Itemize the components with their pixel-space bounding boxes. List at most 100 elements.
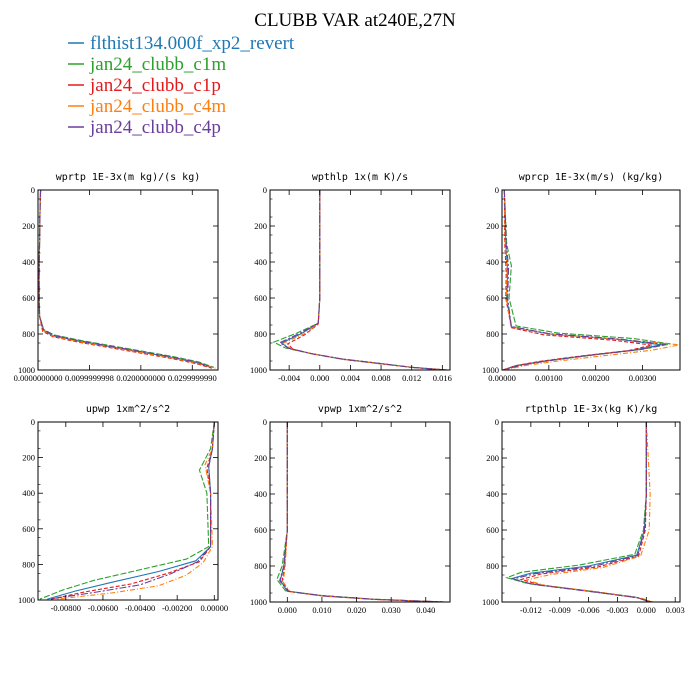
series-line-4: [56, 422, 215, 600]
y-tick-label: 0: [31, 417, 35, 427]
x-tick-label: 0.040: [416, 605, 435, 615]
panel-frame: [37, 189, 219, 371]
y-tick-label: 400: [254, 489, 267, 499]
series-line-4: [281, 190, 447, 370]
series-line-3: [281, 422, 445, 602]
series-line-5: [511, 422, 652, 602]
series-line-1: [38, 190, 214, 368]
panel-frame: [37, 421, 219, 601]
series-line-5: [49, 422, 215, 600]
series-line-5: [279, 422, 444, 602]
series-line-4: [38, 190, 216, 369]
x-tick-label: 0.003: [666, 605, 685, 615]
y-tick-label: 200: [254, 453, 267, 463]
x-tick-label: 0.00200: [582, 373, 610, 383]
y-tick-label: 0: [263, 185, 267, 195]
x-tick-label: -0.003: [606, 605, 628, 615]
panel-4: upwp 1xm^2/s^202004006008001000-0.00800-…: [18, 404, 228, 613]
x-tick-label: 0.00000: [200, 603, 228, 613]
y-tick-label: 600: [486, 293, 499, 303]
panel-6: rtpthlp 1E-3x(kg K)/kg 0 200 400 600 800 1000 -…: [482, 404, 685, 615]
series-line-5: [502, 190, 667, 370]
series-line-3: [286, 190, 448, 370]
y-tick-label: 400: [486, 257, 499, 267]
x-tick-label: -0.00400: [125, 603, 155, 613]
legend-label-1: flthist134.000f_xp2_revert: [90, 33, 295, 54]
legend-label-2: jan24_clubb_c1m: [89, 54, 226, 75]
series-line-4: [525, 422, 654, 602]
y-tick-label: 400: [254, 257, 267, 267]
panels: wprtp 1E-3x(m kg)/(s kg) 0 200 400 600 800 100…: [14, 172, 685, 615]
series-line-3: [38, 190, 212, 369]
x-tick-label: 0.030: [382, 605, 401, 615]
panel-title: wpthlp 1x(m K)/s: [312, 172, 408, 183]
x-tick-label: -0.00200: [162, 603, 192, 613]
y-tick-label: 600: [486, 525, 499, 535]
panel-frame: [501, 421, 681, 603]
x-tick-label: 0.008: [372, 373, 391, 383]
legend-label-5: jan24_clubb_c4p: [89, 117, 221, 138]
y-tick-label: 600: [22, 524, 35, 534]
panel-3: wprcp 1E-3x(m/s) (kg/kg) 0 200 400 600 800 100…: [482, 172, 681, 383]
x-tick-label: 0.016: [433, 373, 452, 383]
series-line-5: [38, 190, 211, 368]
y-tick-label: 1000: [18, 365, 35, 375]
x-tick-label: 0.000: [310, 373, 329, 383]
series-line-2: [272, 190, 445, 370]
y-tick-label: 800: [254, 329, 267, 339]
x-tick-label: -0.012: [520, 605, 542, 615]
panel-frame: [269, 189, 451, 371]
panel-title: vpwp 1xm^2/s^2: [318, 404, 402, 415]
y-tick-label: 800: [486, 561, 499, 571]
x-tick-label: -0.009: [549, 605, 571, 615]
series-line-3: [502, 190, 653, 370]
series-line-2: [38, 190, 215, 368]
series-line-3: [50, 422, 215, 600]
legend-label-4: jan24_clubb_c4m: [89, 96, 226, 117]
y-tick-label: 1000: [250, 597, 267, 607]
x-tick-label: 0.000: [278, 605, 297, 615]
x-tick-label: 0.0099999998: [65, 373, 114, 383]
y-tick-label: 400: [22, 257, 35, 267]
legend-label-3: jan24_clubb_c1p: [89, 75, 221, 96]
x-tick-label: 0.004: [341, 373, 361, 383]
x-tick-label: 0.00300: [629, 373, 657, 383]
panel-frame: [501, 189, 681, 371]
panel-frame: [269, 421, 451, 603]
x-tick-label: 0.0000000000: [14, 373, 63, 383]
y-tick-label: 800: [486, 329, 499, 339]
y-tick-label: 600: [22, 293, 35, 303]
y-tick-label: 200: [486, 221, 499, 231]
x-tick-label: -0.00600: [88, 603, 118, 613]
x-tick-label: 0.0299999990: [168, 373, 217, 383]
y-tick-label: 800: [22, 329, 35, 339]
y-tick-label: 600: [254, 293, 267, 303]
y-tick-label: 0: [495, 185, 499, 195]
x-tick-label: 0.020: [347, 605, 366, 615]
y-tick-label: 600: [254, 525, 267, 535]
y-tick-label: 0: [495, 417, 499, 427]
x-tick-label: 0.0200000000: [116, 373, 165, 383]
x-tick-label: 0.000: [637, 605, 656, 615]
series-line-1: [509, 422, 652, 602]
y-tick-label: 1000: [250, 365, 267, 375]
y-tick-label: 200: [254, 221, 267, 231]
x-tick-label: -0.004: [278, 373, 301, 383]
y-tick-label: 800: [254, 561, 267, 571]
series-line-1: [279, 422, 444, 602]
y-tick-label: 200: [22, 453, 35, 463]
x-tick-label: 0.010: [312, 605, 331, 615]
series-line-1: [280, 190, 447, 370]
series-line-3: [519, 422, 653, 602]
legend: flthist134.000f_xp2_revertjan24_clubb_c1…: [68, 33, 295, 138]
y-tick-label: 1000: [18, 595, 35, 605]
y-tick-label: 0: [31, 185, 35, 195]
x-tick-label: 0.012: [402, 373, 421, 383]
series-line-5: [278, 190, 446, 370]
y-tick-label: 0: [263, 417, 267, 427]
panel-1: wprtp 1E-3x(m kg)/(s kg) 0 200 400 600 800 100…: [14, 172, 219, 383]
series-line-2: [505, 422, 651, 602]
y-tick-label: 1000: [482, 597, 499, 607]
panel-title: rtpthlp 1E-3x(kg K)/kg: [525, 404, 657, 415]
